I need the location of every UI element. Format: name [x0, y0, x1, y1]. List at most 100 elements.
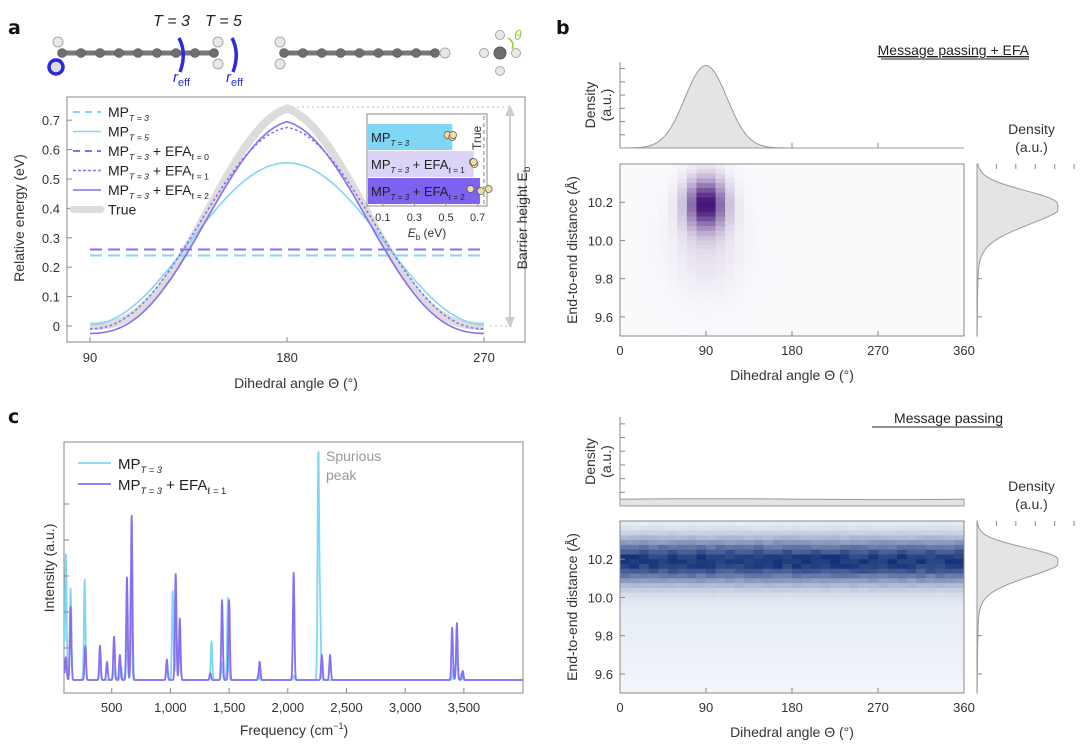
heatmap-cell [667, 678, 678, 684]
heatmap-cell [667, 540, 678, 546]
heatmap-cell [906, 173, 917, 179]
heatmap-cell [820, 554, 831, 560]
heatmap-cell [715, 554, 726, 560]
heatmap-cell [935, 602, 946, 608]
heatmap-cell [811, 226, 822, 232]
heatmap-cell [935, 321, 946, 327]
heatmap-cell [887, 197, 898, 203]
heatmap-cell [620, 650, 631, 656]
heatmap-cell [715, 602, 726, 608]
spectrum-series-1 [63, 514, 524, 681]
heatmap-cell [811, 664, 822, 670]
heatmap-cell [906, 226, 917, 232]
heatmap-cell [667, 640, 678, 646]
heatmap-cell [925, 316, 936, 323]
carbon-atom [392, 48, 403, 58]
heatmap-cell [887, 611, 898, 618]
heatmap-cell [801, 554, 812, 560]
heatmap-cell [629, 264, 640, 270]
heatmap-cell [763, 168, 774, 175]
ytick-label: 0.7 [42, 113, 60, 128]
heatmap-cell [944, 616, 955, 622]
heatmap-cell [763, 587, 774, 594]
heatmap-cell [925, 683, 936, 689]
heatmap-cell [878, 288, 889, 294]
heatmap-cell [906, 168, 917, 175]
center-atom-marker [47, 58, 65, 76]
heatmap-cell [944, 540, 955, 546]
heatmap-cell [639, 278, 650, 284]
heatmap-cell [706, 283, 717, 289]
heatmap-cell [658, 216, 669, 222]
heatmap-cell [744, 630, 755, 637]
heatmap-cell [753, 678, 764, 684]
heatmap-cell [944, 207, 955, 213]
heatmap-cell [744, 530, 755, 536]
heatmap-cell [878, 669, 889, 675]
heatmap-cell [858, 211, 869, 218]
heatmap-cell [801, 326, 812, 332]
heatmap-cell [878, 207, 889, 213]
heatmap-cell [801, 559, 812, 565]
heatmap-cell [620, 168, 631, 175]
heatmap-cell [734, 250, 745, 256]
heatmap-cell [954, 245, 965, 251]
hydrogen-atom [511, 48, 521, 58]
heatmap-cell [706, 312, 717, 318]
marginal-top-density [620, 64, 964, 149]
heatmap-cell [629, 202, 640, 208]
heatmap-cell [696, 669, 707, 675]
heatmap-cell [744, 216, 755, 222]
heatmap-cell [944, 554, 955, 560]
heatmap-cell [916, 621, 927, 627]
heatmap-cell [887, 587, 898, 594]
heatmap-cell [916, 544, 927, 551]
heatmap-cell [944, 640, 955, 646]
heatmap-cell [772, 650, 783, 656]
heatmap-cell [648, 525, 659, 532]
heatmap-cell [620, 235, 631, 241]
heatmap-cell [658, 221, 669, 227]
heatmap-cell [706, 535, 717, 541]
heatmap-cell [839, 578, 850, 584]
heatmap-cell [696, 678, 707, 684]
heatmap-cell [925, 221, 936, 227]
heatmap-cell [878, 654, 889, 661]
heatmap-cell [782, 197, 793, 203]
heatmap-cell [629, 650, 640, 656]
heatmap-cell [629, 544, 640, 551]
heatmap-cell [658, 288, 669, 294]
heatmap-cell [734, 226, 745, 232]
heatmap-cell [648, 540, 659, 546]
barrier-arrowhead-up [505, 105, 515, 116]
heatmap-cell [639, 293, 650, 299]
heatmap-cell [734, 164, 745, 170]
heatmap-cell [753, 597, 764, 603]
heatmap-cell [868, 173, 879, 179]
heatmap-cell [954, 264, 965, 270]
heatmap-cell [725, 664, 736, 670]
panel-letter-a: a [8, 17, 21, 39]
heatmap-cell [868, 616, 879, 622]
heatmap-cell [639, 659, 650, 665]
heatmap-cell [706, 197, 717, 203]
heatmap-cell [772, 293, 783, 299]
heatmap-cell [772, 254, 783, 261]
heatmap-ytick-label: 10.0 [588, 590, 613, 605]
heatmap-cell [801, 592, 812, 598]
heatmap-cell [744, 664, 755, 670]
heatmap-cell [715, 535, 726, 541]
heatmap-cell [887, 650, 898, 656]
heatmap-cell [925, 559, 936, 565]
heatmap-cell [811, 659, 822, 665]
barrier-height-label: Barrier height Eb [514, 166, 533, 269]
heatmap-cell [753, 650, 764, 656]
heatmap-cell [849, 583, 860, 589]
heatmap-cell [763, 650, 774, 656]
heatmap-cell [792, 544, 803, 551]
heatmap-cell [744, 250, 755, 256]
heatmap-cell [648, 250, 659, 256]
heatmap-cell [706, 183, 717, 189]
heatmap-cell [868, 226, 879, 232]
heatmap-cell [782, 654, 793, 661]
